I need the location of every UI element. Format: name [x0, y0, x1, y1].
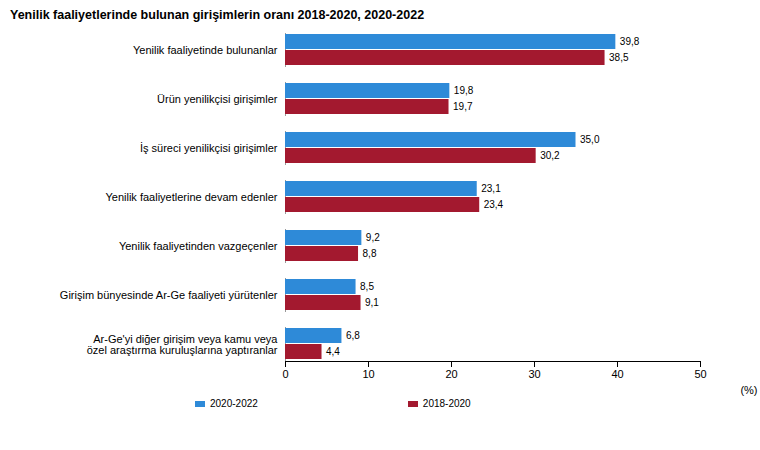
html-text:2020-2022: 2020-2022: [210, 398, 258, 409]
svg-text:9,1: 9,1: [365, 297, 379, 308]
svg-text:19,8: 19,8: [454, 85, 474, 96]
svg-text:4,4: 4,4: [326, 346, 340, 357]
svg-text:0: 0: [282, 368, 288, 380]
svg-text:Yenilik faaliyetlerine devam e: Yenilik faaliyetlerine devam edenler: [105, 191, 277, 203]
svg-text:50: 50: [694, 368, 706, 380]
svg-text:6,8: 6,8: [346, 330, 360, 341]
svg-text:19,7: 19,7: [453, 101, 473, 112]
svg-text:8,8: 8,8: [363, 248, 377, 259]
svg-text:(%): (%): [740, 384, 757, 396]
svg-text:Ar-Ge'yi diğer girişim veya ka: Ar-Ge'yi diğer girişim veya kamu veyaöze…: [87, 333, 279, 356]
svg-text:Yenilik faaliyetinden vazgeçen: Yenilik faaliyetinden vazgeçenler: [119, 240, 278, 252]
svg-text:40: 40: [611, 368, 623, 380]
svg-text:Yenilik faaliyetinde bulunanla: Yenilik faaliyetinde bulunanlar: [133, 44, 278, 56]
svg-text:23,4: 23,4: [484, 199, 504, 210]
svg-text:30,2: 30,2: [540, 150, 560, 161]
svg-text:Girişim bünyesinde Ar-Ge faali: Girişim bünyesinde Ar-Ge faaliyeti yürüt…: [60, 289, 278, 301]
svg-text:İş süreci yenilikçisi girişiml: İş süreci yenilikçisi girişimler: [140, 142, 278, 154]
html-text:2018-2020: 2018-2020: [422, 398, 471, 409]
svg-text:39,8: 39,8: [620, 36, 640, 47]
html-text:Yenilik faaliyetlerinde buluna: Yenilik faaliyetlerinde bulunan girişiml…: [10, 8, 425, 22]
svg-text:38,5: 38,5: [609, 52, 629, 63]
svg-text:8,5: 8,5: [360, 281, 374, 292]
svg-text:30: 30: [528, 368, 540, 380]
svg-text:20: 20: [445, 368, 457, 380]
svg-text:35,0: 35,0: [580, 134, 600, 145]
svg-text:Ürün yenilikçisi girişimler: Ürün yenilikçisi girişimler: [157, 93, 278, 105]
svg-text:23,1: 23,1: [481, 183, 501, 194]
svg-text:9,2: 9,2: [366, 232, 380, 243]
svg-text:10: 10: [362, 368, 374, 380]
